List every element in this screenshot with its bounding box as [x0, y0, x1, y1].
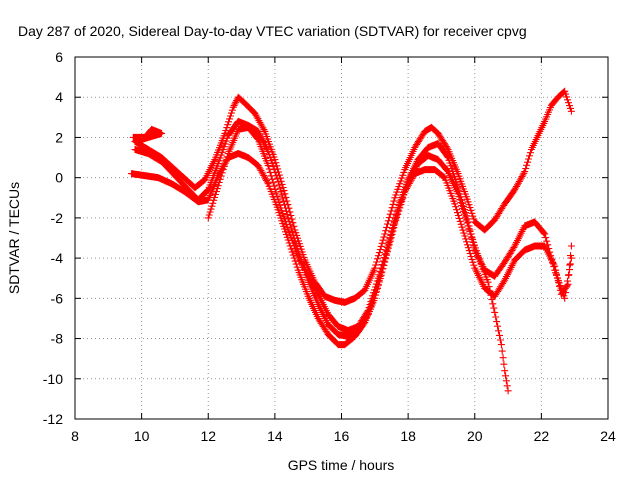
x-tick-label: 20: [467, 428, 483, 444]
series-track-1: [129, 87, 575, 306]
y-tick-label: -10: [43, 371, 63, 387]
y-tick-label: -2: [51, 210, 64, 226]
y-tick-label: -6: [51, 290, 64, 306]
y-tick-label: -4: [51, 250, 64, 266]
y-tick-label: -12: [43, 411, 63, 427]
series-track-3: [128, 150, 575, 349]
x-tick-label: 24: [600, 428, 616, 444]
series-markers: [131, 117, 575, 340]
grid-lines: [75, 57, 608, 419]
series-markers: [204, 123, 512, 395]
y-tick-label: 6: [55, 49, 63, 65]
x-tick-label: 16: [334, 428, 350, 444]
x-axis-label: GPS time / hours: [288, 457, 395, 473]
x-tick-label: 14: [267, 428, 283, 444]
y-tick-label: 4: [55, 89, 63, 105]
y-tick-label: -8: [51, 331, 64, 347]
x-tick-label: 18: [400, 428, 416, 444]
y-tick-label: 2: [55, 129, 63, 145]
x-tick-label: 12: [200, 428, 216, 444]
x-tick-label: 22: [534, 428, 550, 444]
chart-title: Day 287 of 2020, Sidereal Day-to-day VTE…: [18, 23, 527, 39]
y-axis-label: SDTVAR / TECUs: [6, 182, 22, 294]
series-track-4: [204, 123, 512, 395]
x-tick-label: 8: [71, 428, 79, 444]
series-markers: [128, 150, 575, 349]
x-tick-label: 10: [134, 428, 150, 444]
y-tick-label: 0: [55, 170, 63, 186]
data-points: [128, 87, 575, 395]
series-track-2: [131, 117, 575, 340]
